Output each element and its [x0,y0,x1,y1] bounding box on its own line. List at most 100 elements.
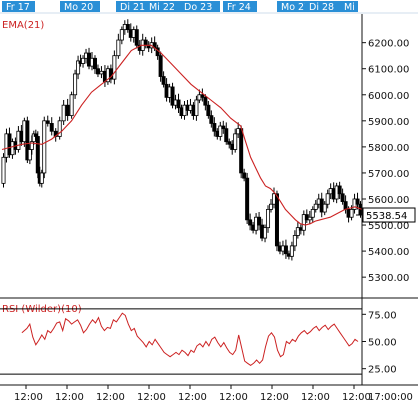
day-label-box [277,1,317,12]
candle-body [65,104,70,117]
day-label-text: Do 23 [184,2,212,13]
candle-body [203,96,208,106]
candle-body [57,120,62,137]
time-tick-label: 12:00 [342,392,371,403]
day-label-box [145,1,181,12]
candle-body [242,172,247,179]
candle-body [209,115,214,124]
candle-body [263,227,268,239]
candle-body [212,123,217,132]
day-label-text: Mo 20 [64,2,93,13]
candle-body [239,128,244,174]
day-label-box [340,1,358,12]
candle-body [257,216,262,226]
last-price-marker: 5538.54 [362,207,416,223]
time-tick-label: 17:00:00 [368,392,413,403]
candle-body [322,203,327,213]
candle-body [42,120,47,174]
time-axis: 12:00 12:00 12:00 12:00 12:00 12:00 12:00 12:00… [14,385,413,403]
candle-body [95,68,100,75]
day-label: Do 23 [180,1,220,13]
candle-body [125,24,130,31]
rsi-line [21,312,359,367]
candle-body [27,149,32,161]
candle-body [1,156,6,184]
candle-body [143,39,148,46]
candle-body [313,203,318,210]
candle-body [158,55,163,77]
day-label-box [2,1,35,12]
candle-body [301,214,306,231]
candle-body [161,76,166,85]
day-label: Fr 17 [2,1,35,13]
candle-body [310,209,315,218]
candle-body [99,70,104,75]
ema-label: EMA(21) [2,20,44,31]
candle-body [73,73,78,96]
candle-body [112,55,117,80]
rsi-tick-label: 50.00 [368,338,397,349]
day-label-box [223,1,257,12]
candle-body [289,245,294,257]
candle-body [69,94,74,117]
candle-body [45,120,50,124]
day-label: Di 28 [305,1,340,13]
candle-body [170,86,175,106]
candle-body [134,29,139,46]
candle-body [224,128,229,143]
candle-body [274,193,279,247]
price-tick-label: 6000.00 [368,91,409,102]
ema-line [1,44,363,226]
rsi-tick-label: 25.00 [368,365,397,376]
time-tick-label: 12:00 [137,392,166,403]
candle-body [233,133,238,150]
candle-body [337,185,342,195]
candle-body [92,57,97,70]
time-tick-label: 12:00 [301,392,330,403]
candle-body [295,227,300,236]
time-tick-label: 12:00 [55,392,84,403]
candle-body [39,172,44,184]
candle-body [119,29,124,41]
price-tick-label: 5900.00 [368,117,409,128]
candle-body [116,39,121,57]
time-tick-label: 12:00 [260,392,289,403]
day-label-text: Fr 17 [6,2,30,13]
price-tick-label: 5300.00 [368,273,409,284]
price-tick-label: 6100.00 [368,65,409,76]
time-tick-label: 12:00 [219,392,248,403]
day-label-text: Di 21 [120,2,145,13]
time-tick-label: 12:00 [96,392,125,403]
price-tick-label: 5800.00 [368,143,409,154]
candle-body [81,57,86,64]
candle-body [283,245,288,255]
candle-body [343,201,348,210]
rsi-label: RSI (Wilder)(10) [2,304,82,315]
rsi-tick-label: 75.00 [368,310,397,321]
day-label-box [180,1,220,12]
day-label: Mi [340,1,358,13]
day-label: Fr 24 [223,1,257,13]
candle-body [349,209,354,218]
price-tick-label: 5500.00 [368,221,409,232]
day-label: Di 21 [116,1,152,13]
time-tick-label: 12:00 [14,392,43,403]
candle-body [218,125,223,137]
candle-body [221,125,226,130]
candle-body [61,104,66,122]
day-label-text: Di 28 [309,2,334,13]
candle-body [35,136,40,174]
price-tick-label: 5400.00 [368,247,409,258]
day-label-text: Mi [344,2,355,13]
candle-body [355,198,360,205]
day-label-box [60,1,100,12]
candle-body [325,193,330,205]
candle-body [25,120,30,161]
candle-body [206,104,211,117]
candle-body [292,235,297,247]
last-price-box [362,207,416,223]
candle-body [340,193,345,202]
price-tick-label: 5600.00 [368,195,409,206]
